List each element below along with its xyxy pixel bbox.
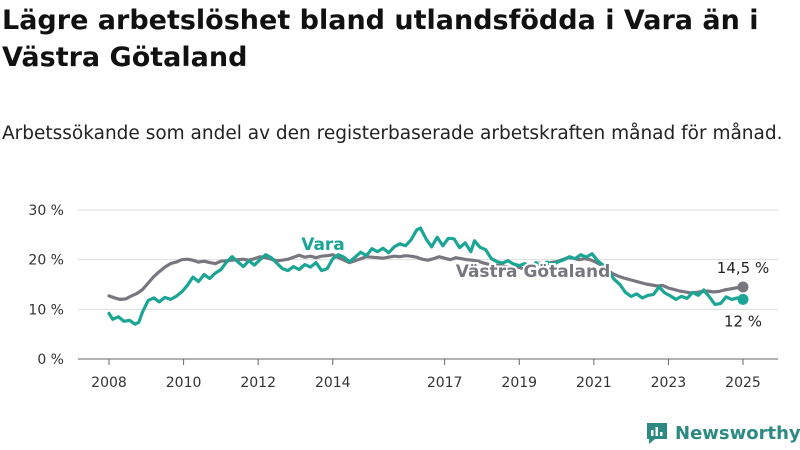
x-tick-label-2008: 2008 [91,375,127,391]
x-tick-label-2014: 2014 [315,375,351,391]
newsworthy-logo-icon [647,423,667,444]
end-marker-vastra-gotaland [737,281,749,293]
chart-title: Lägre arbetslöshet bland utlandsfödda i … [2,5,759,73]
x-tick-label-2017: 2017 [427,375,463,391]
chart-subtitle: Arbetssökande som andel av den registerb… [2,123,783,144]
series-label-vastra-gotaland: Västra Götaland [456,262,611,282]
x-tick-label-2021: 2021 [576,375,612,391]
end-label-vara: 12 % [724,312,762,330]
series-label-vara: Vara [301,235,345,255]
x-tick-label-2012: 2012 [240,375,276,391]
newsworthy-logo-text: Newsworthy [675,422,800,444]
y-tick-label-20: 20 % [28,253,64,269]
y-tick-label-10: 10 % [28,302,64,318]
end-marker-vara [737,293,749,305]
x-tick-label-2019: 2019 [501,375,537,391]
y-tick-label-30: 30 % [28,203,64,219]
x-tick-label-2025: 2025 [725,375,761,391]
y-tick-label-0: 0 % [37,352,64,368]
series-line-vara [107,226,745,326]
newsworthy-logo: Newsworthy [645,418,800,448]
x-tick-label-2010: 2010 [166,375,202,391]
series-line-vastra-gotaland [107,253,745,301]
end-label-vastra-gotaland: 14,5 % [717,259,769,277]
x-tick-label-2023: 2023 [651,375,687,391]
